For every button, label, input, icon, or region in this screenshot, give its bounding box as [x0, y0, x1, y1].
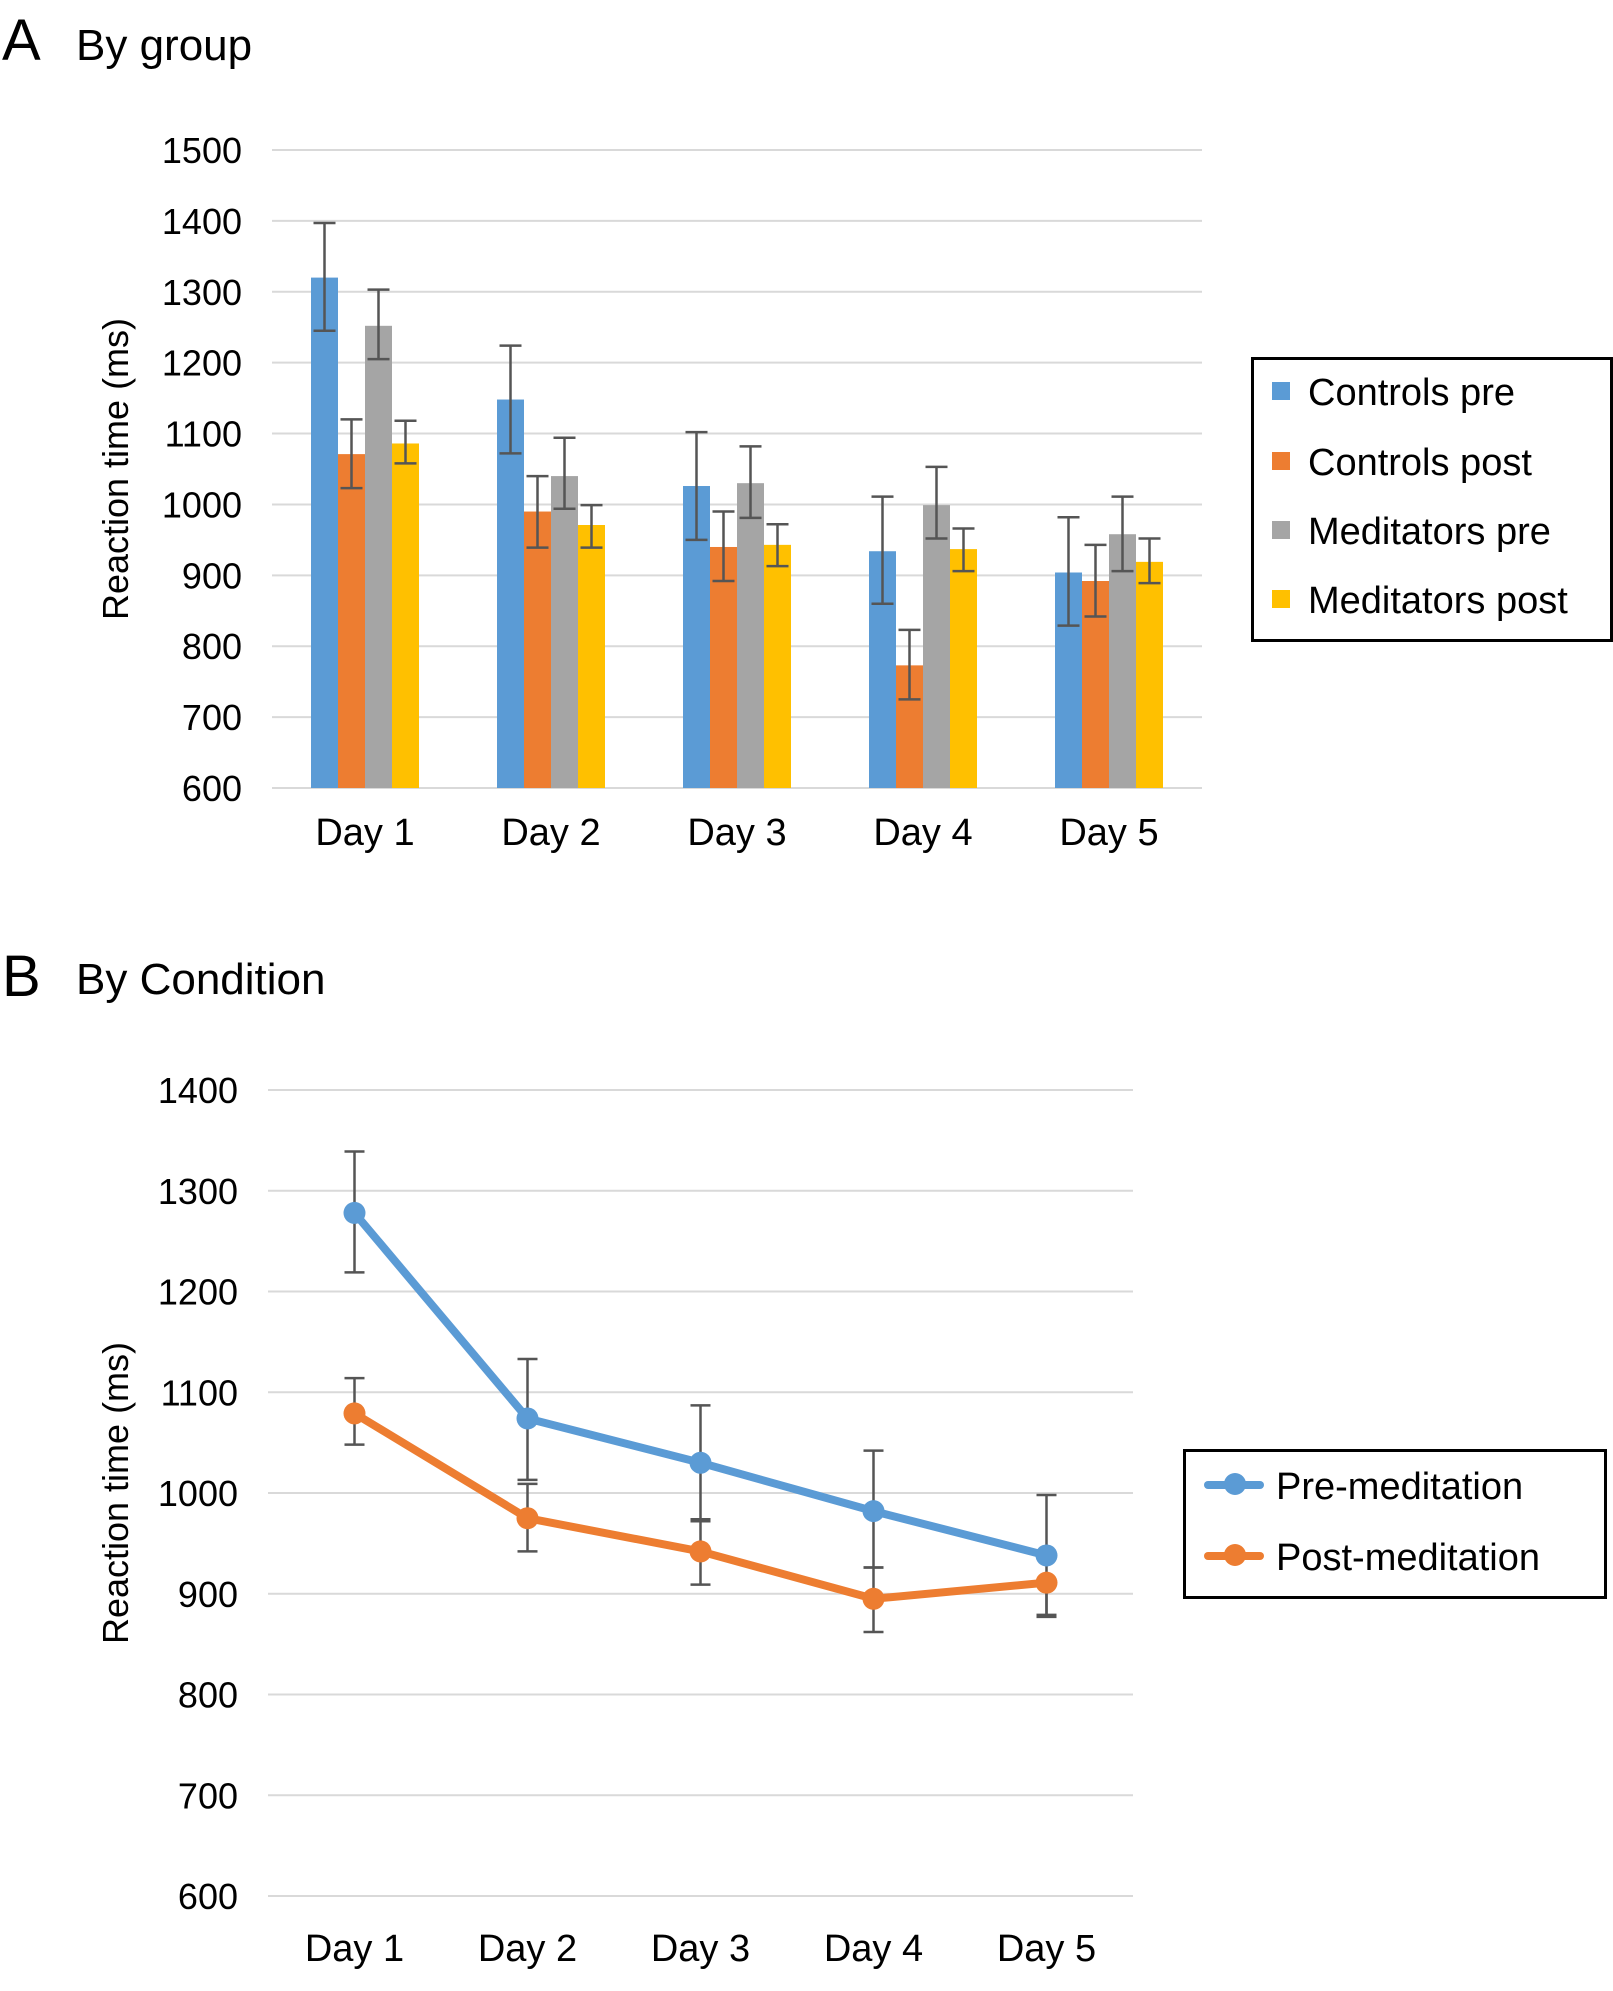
y-tick-label: 600: [182, 768, 242, 809]
data-point: [516, 1407, 539, 1430]
y-tick-label: 1400: [158, 1070, 238, 1111]
panel-a-title: By group: [76, 21, 253, 70]
legend-swatch-meditators-post: [1272, 589, 1290, 608]
y-tick-label: 1200: [162, 343, 242, 384]
x-tick-label: Day 1: [305, 1928, 404, 1970]
legend-item: Post-meditation: [1204, 1539, 1540, 1577]
bar: [524, 511, 551, 788]
bar: [311, 277, 338, 788]
data-point: [689, 1451, 712, 1474]
y-tick-label: 1500: [162, 130, 242, 171]
y-tick-label: 1400: [162, 201, 242, 242]
x-tick-label: Day 4: [873, 812, 972, 854]
legend-label: Controls pre: [1308, 372, 1515, 414]
x-tick-label: Day 3: [687, 812, 786, 854]
legend-label: Meditators post: [1308, 580, 1568, 622]
legend-b: Pre-meditation Post-meditation: [1183, 1449, 1607, 1599]
y-tick-label: 1300: [162, 272, 242, 313]
bar: [923, 505, 950, 788]
y-tick-label: 800: [182, 626, 242, 667]
y-tick-label: 1300: [158, 1171, 238, 1212]
y-tick-label: 900: [178, 1574, 238, 1615]
x-tick-label: Day 2: [501, 812, 600, 854]
x-tick-label: Day 3: [651, 1928, 750, 1970]
legend-label: Post-meditation: [1276, 1537, 1541, 1579]
legend-label: Controls post: [1308, 442, 1532, 484]
bar: [392, 443, 419, 788]
bar: [365, 325, 392, 788]
y-axis-label: Reaction time (ms): [95, 1342, 136, 1644]
bar: [737, 483, 764, 788]
data-point: [1035, 1571, 1058, 1594]
legend-item: Controls pre: [1272, 374, 1515, 412]
data-point: [343, 1201, 366, 1224]
bar: [578, 525, 605, 788]
legend-a: Controls pre Controls post Meditators pr…: [1251, 357, 1613, 642]
legend-swatch-controls-pre: [1272, 381, 1290, 400]
panel-b-letter: B: [2, 944, 41, 1009]
bar: [710, 546, 737, 788]
bar: [338, 454, 365, 788]
y-tick-label: 1100: [161, 1372, 238, 1413]
y-tick-label: 1000: [162, 484, 242, 525]
legend-item: Controls post: [1272, 444, 1532, 482]
legend-item: Meditators post: [1272, 582, 1568, 620]
y-tick-label: 1100: [165, 414, 242, 455]
legend-item: Meditators pre: [1272, 513, 1551, 551]
legend-label: Pre-meditation: [1276, 1466, 1524, 1508]
data-point: [516, 1507, 539, 1530]
legend-item: Pre-meditation: [1204, 1468, 1523, 1506]
y-tick-label: 700: [178, 1775, 238, 1816]
bar: [1136, 561, 1163, 788]
legend-swatch-controls-post: [1272, 451, 1290, 470]
bar: [764, 544, 791, 788]
data-point: [1035, 1544, 1058, 1567]
legend-swatch-meditators-pre: [1272, 520, 1290, 539]
data-point: [862, 1587, 885, 1610]
x-tick-label: Day 4: [824, 1928, 923, 1970]
y-axis-label: Reaction time (ms): [95, 318, 136, 620]
legend-label: Meditators pre: [1308, 511, 1551, 553]
legend-swatch-pre-meditation: [1204, 1472, 1264, 1495]
data-point: [689, 1540, 712, 1563]
panel-b-title: By Condition: [76, 955, 326, 1004]
legend-swatch-post-meditation: [1204, 1543, 1264, 1566]
y-tick-label: 800: [178, 1675, 238, 1716]
x-tick-label: Day 5: [997, 1928, 1096, 1970]
y-tick-label: 900: [182, 555, 242, 596]
bar: [950, 549, 977, 788]
bar: [1109, 534, 1136, 788]
y-tick-label: 1200: [158, 1272, 238, 1313]
y-tick-label: 1000: [158, 1473, 238, 1514]
y-tick-label: 600: [178, 1876, 238, 1917]
data-point: [862, 1500, 885, 1523]
x-tick-label: Day 5: [1059, 812, 1158, 854]
y-tick-label: 700: [182, 697, 242, 738]
data-point: [343, 1402, 366, 1425]
bar: [551, 476, 578, 788]
bar: [497, 399, 524, 788]
x-tick-label: Day 2: [478, 1928, 577, 1970]
x-tick-label: Day 1: [315, 812, 414, 854]
panel-a-letter: A: [2, 8, 41, 73]
